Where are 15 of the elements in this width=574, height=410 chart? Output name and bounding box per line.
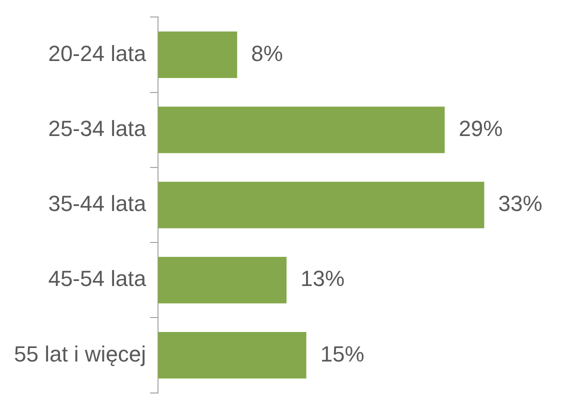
data-label: 13%: [300, 266, 345, 292]
y-tick-label: 25-34 lata: [48, 116, 147, 141]
bar: [158, 332, 306, 379]
data-label: 33%: [498, 191, 542, 216]
data-label: 15%: [320, 341, 364, 366]
bar: [158, 182, 484, 228]
y-tick-label: 35-44 lata: [48, 191, 147, 216]
y-tick-label: 20-24 lata: [48, 40, 147, 66]
y-tick-label: 45-54 lata: [48, 266, 147, 292]
bar: [158, 106, 445, 154]
data-label: 8%: [251, 40, 283, 66]
y-tick-label: 55 lat i więcej: [14, 341, 146, 366]
bar: [158, 31, 238, 78]
data-label: 29%: [458, 116, 503, 141]
bar: [158, 256, 287, 304]
